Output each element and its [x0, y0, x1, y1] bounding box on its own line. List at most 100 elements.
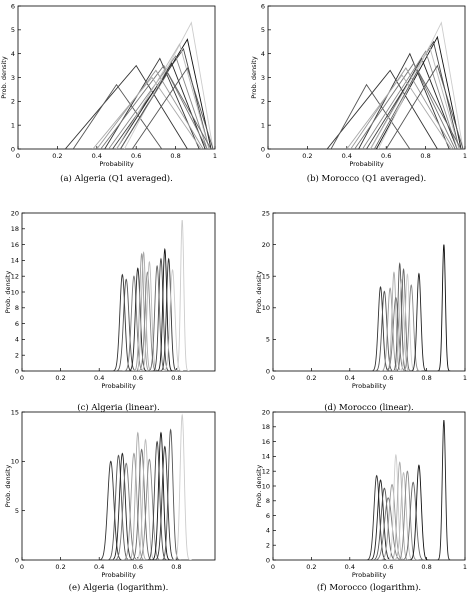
y-tick-label: 1: [261, 121, 265, 129]
y-axis-label: Prob. density: [255, 465, 263, 508]
y-tick-label: 12: [11, 273, 19, 281]
series-curve: [358, 52, 450, 149]
series-curve: [131, 66, 214, 149]
x-tick-label: 1: [463, 374, 467, 382]
x-tick-label: 1: [463, 563, 467, 571]
y-tick-label: 0: [11, 145, 15, 153]
series-curve: [146, 264, 168, 371]
series-curve: [370, 487, 399, 560]
x-tick-label: 0.8: [421, 374, 431, 382]
y-tick-label: 5: [261, 26, 265, 34]
y-tick-label: 10: [11, 288, 19, 296]
series-curve: [326, 69, 438, 149]
series-curve: [346, 74, 452, 149]
series-curve: [151, 257, 171, 371]
series-curve: [362, 50, 458, 149]
x-tick-label: 0.8: [171, 374, 181, 382]
series-curve: [354, 62, 456, 149]
y-tick-label: 2: [261, 98, 265, 106]
series-curve: [371, 497, 405, 560]
x-axis-label: Probability: [349, 160, 384, 168]
series-curve: [145, 440, 169, 560]
y-tick-label: 12: [262, 468, 270, 476]
series-curve: [364, 474, 389, 560]
series-curve: [350, 67, 454, 149]
series-curve: [116, 62, 206, 149]
y-tick-label: 10: [262, 304, 270, 312]
series-group: [110, 220, 190, 371]
series-curve: [92, 76, 202, 149]
series-group: [326, 21, 464, 149]
y-tick-label: 0: [261, 145, 265, 153]
y-tick-label: 10: [262, 482, 270, 490]
y-tick-label: 15: [11, 408, 19, 416]
x-axis-label: Probability: [352, 382, 387, 390]
series-curve: [386, 453, 406, 560]
chart-panel-d: 0 0.2 0.4 0.6 0.8 10510152025ProbabilityProb.…: [255, 209, 467, 413]
x-tick-label: 0.4: [345, 374, 355, 382]
series-curve: [401, 284, 422, 371]
y-tick-label: 20: [262, 241, 270, 249]
series-curve: [160, 428, 182, 560]
x-tick-label: 0.8: [420, 152, 430, 160]
x-tick-label: 0: [271, 374, 275, 382]
series-curve: [127, 267, 149, 371]
x-tick-label: 0: [20, 563, 24, 571]
series-group: [64, 21, 214, 149]
series-curve: [161, 268, 184, 371]
x-axis-label: Probability: [352, 571, 387, 579]
plot-frame: [267, 5, 466, 150]
y-tick-label: 2: [266, 542, 270, 550]
y-tick-label: 5: [11, 26, 15, 34]
series-curve: [122, 275, 146, 371]
y-tick-label: 2: [15, 352, 19, 360]
x-axis-label: Probability: [101, 382, 136, 390]
chart-panel-c: 0 0.2 0.4 0.6 0.8 0 2 4 6 8 10 12 14 16 18 20 Probabilit…: [4, 209, 216, 413]
x-tick-label: 0.6: [133, 374, 143, 382]
y-tick-label: 10: [11, 458, 19, 466]
y-tick-label: 3: [261, 74, 265, 82]
y-tick-label: 4: [15, 336, 19, 344]
plot-frame: [272, 411, 466, 561]
y-tick-label: 0: [266, 367, 270, 375]
series-curve: [395, 470, 419, 560]
x-axis-label: Probability: [101, 571, 136, 579]
series-curve: [392, 278, 411, 371]
y-tick-label: 3: [11, 74, 15, 82]
y-tick-label: 4: [11, 50, 15, 58]
series-curve: [152, 445, 177, 560]
chart-panel-a: 0 0.2 0.4 0.6 0.8 1 0 1 2 3 4 5 6 Probability Prob. de…: [0, 2, 217, 184]
x-tick-label: 0.2: [55, 374, 65, 382]
series-curve: [129, 448, 155, 560]
series-curve: [114, 278, 139, 371]
y-tick-label: 0: [15, 556, 19, 564]
series-curve: [96, 460, 125, 560]
chart-panel-b: 0 0.2 0.4 0.6 0.8 1 0 1 2 3 4 5 6 Probability Prob. de…: [250, 2, 467, 184]
series-curve: [135, 458, 163, 560]
y-tick-label: 25: [262, 209, 270, 217]
series-curve: [409, 272, 428, 371]
x-tick-label: 0.4: [342, 152, 352, 160]
x-tick-label: 0.2: [306, 563, 316, 571]
x-tick-label: 0.6: [381, 152, 391, 160]
x-tick-label: 0.6: [133, 563, 143, 571]
y-tick-label: 5: [15, 507, 19, 515]
x-tick-label: 0.8: [170, 152, 180, 160]
y-axis-label: Prob. density: [255, 271, 263, 314]
series-curve: [436, 420, 452, 560]
y-tick-label: 4: [266, 527, 270, 535]
series-curve: [389, 461, 411, 560]
series-curve: [379, 287, 401, 371]
series-curve: [127, 431, 149, 560]
y-tick-label: 18: [11, 225, 19, 233]
series-curve: [436, 244, 451, 371]
x-tick-label: 0.6: [383, 563, 393, 571]
x-axis-label: Probability: [99, 160, 134, 168]
x-tick-label: 0: [266, 152, 270, 160]
y-tick-label: 0: [266, 556, 270, 564]
series-curve: [150, 431, 172, 560]
series-curve: [400, 481, 427, 560]
y-tick-label: 4: [261, 50, 265, 58]
series-curve: [100, 64, 208, 149]
